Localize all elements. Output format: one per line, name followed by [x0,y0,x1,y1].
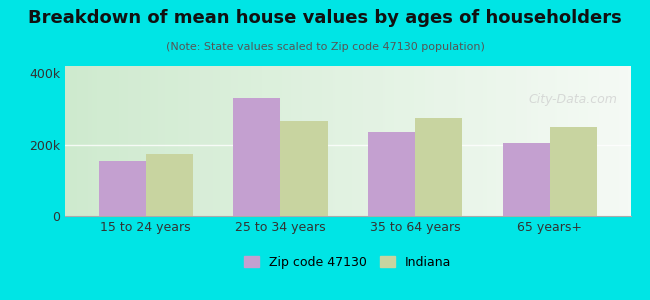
Bar [146,154,193,216]
Bar [280,122,328,216]
Bar [99,160,146,216]
Bar [233,98,280,216]
Bar [550,127,597,216]
Text: Breakdown of mean house values by ages of householders: Breakdown of mean house values by ages o… [28,9,622,27]
Bar [502,143,550,216]
Bar [415,118,462,216]
Legend: Zip code 47130, Indiana: Zip code 47130, Indiana [240,252,455,273]
Text: (Note: State values scaled to Zip code 47130 population): (Note: State values scaled to Zip code 4… [166,42,484,52]
Text: City-Data.com: City-Data.com [528,93,618,106]
Bar [368,132,415,216]
